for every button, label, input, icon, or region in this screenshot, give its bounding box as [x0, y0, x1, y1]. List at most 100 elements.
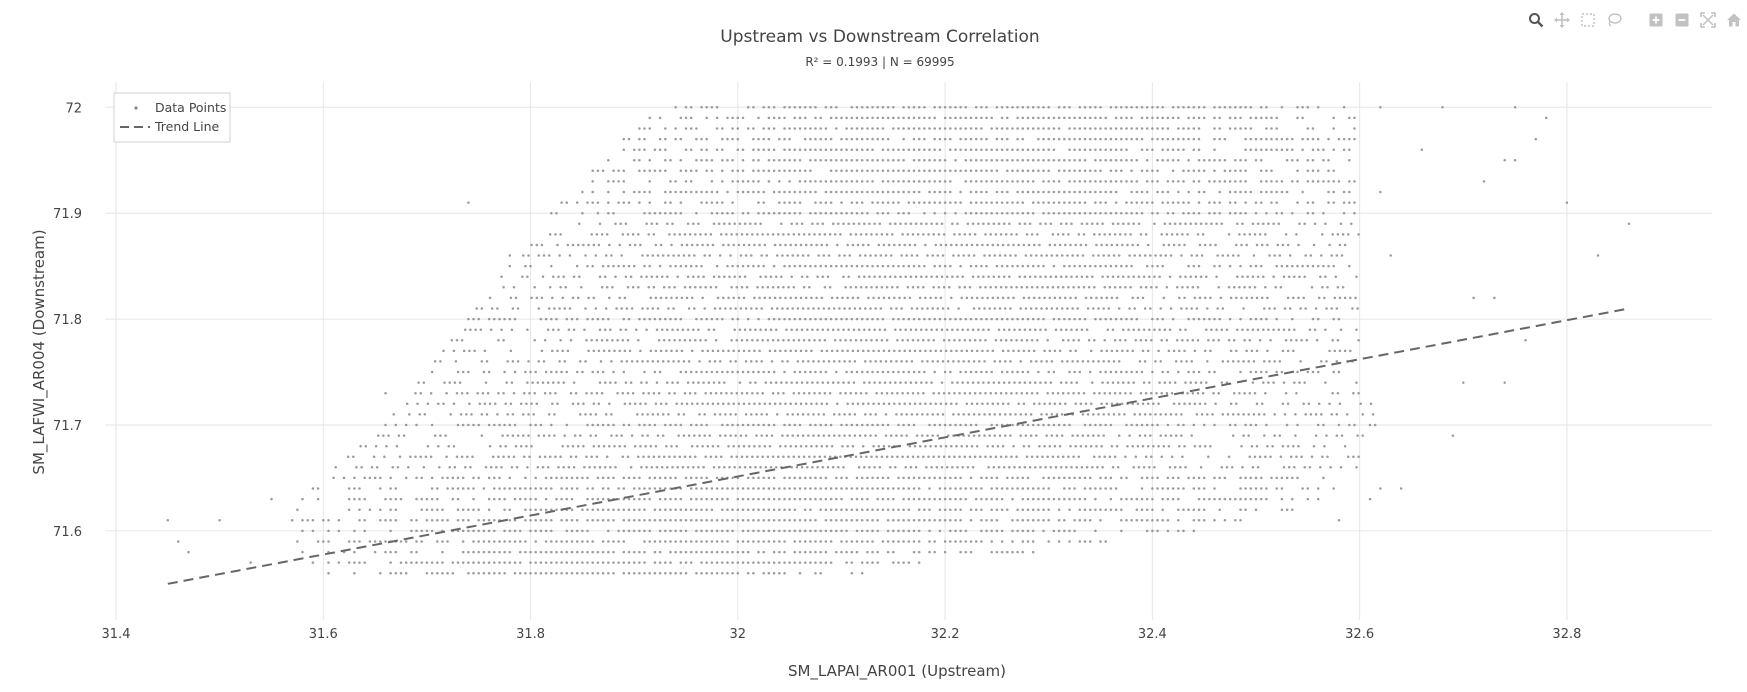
- data-point: [935, 222, 939, 226]
- data-point: [742, 296, 746, 300]
- data-point: [1232, 391, 1236, 395]
- data-point: [718, 254, 722, 257]
- data-point: [1239, 190, 1242, 194]
- data-point: [358, 561, 361, 564]
- data-point: [705, 169, 708, 173]
- data-point: [803, 487, 807, 490]
- data-point: [1203, 444, 1207, 448]
- data-point: [758, 296, 761, 300]
- data-point: [1125, 180, 1128, 183]
- data-point: [684, 370, 688, 374]
- data-point: [1083, 423, 1087, 427]
- data-point: [1001, 402, 1005, 406]
- data-point: [1103, 286, 1106, 289]
- data-point: [450, 339, 454, 342]
- data-point: [523, 455, 526, 458]
- data-point: [874, 360, 877, 363]
- data-point: [1101, 466, 1104, 469]
- data-point: [973, 391, 977, 395]
- data-point: [582, 444, 585, 448]
- data-point: [825, 243, 829, 247]
- data-point: [1239, 476, 1242, 480]
- data-point: [1192, 370, 1196, 374]
- data-point: [877, 444, 881, 448]
- data-point: [936, 360, 940, 363]
- data-point: [866, 158, 869, 162]
- data-point: [337, 561, 341, 564]
- data-point: [783, 317, 786, 321]
- data-point: [944, 402, 948, 406]
- data-point: [838, 360, 841, 363]
- data-point: [788, 476, 791, 480]
- data-point: [888, 466, 892, 469]
- data-point: [1308, 328, 1312, 331]
- data-point: [829, 169, 833, 173]
- data-point: [971, 328, 975, 331]
- data-point: [743, 328, 747, 331]
- data-point: [404, 561, 408, 564]
- data-point: [1251, 381, 1255, 384]
- data-point: [1156, 423, 1159, 427]
- data-point: [430, 561, 434, 564]
- data-point: [881, 370, 885, 374]
- data-point: [586, 497, 589, 501]
- data-point: [597, 444, 601, 448]
- data-point: [710, 519, 714, 522]
- data-point: [699, 233, 702, 236]
- data-point: [567, 466, 571, 469]
- data-point: [809, 487, 812, 490]
- data-point: [1184, 381, 1187, 384]
- data-point: [1171, 211, 1175, 215]
- data-point: [1141, 402, 1145, 406]
- data-point: [1282, 275, 1286, 278]
- data-point: [581, 540, 584, 543]
- data-point: [872, 444, 875, 448]
- data-point: [1197, 508, 1201, 511]
- data-point: [370, 466, 374, 469]
- data-point: [799, 349, 803, 353]
- data-point: [1197, 211, 1201, 215]
- data-point: [1154, 360, 1157, 363]
- data-point: [503, 423, 506, 427]
- data-point: [550, 540, 553, 543]
- data-point: [404, 476, 408, 480]
- data-point: [784, 296, 787, 300]
- data-point: [980, 519, 983, 522]
- data-point: [731, 508, 734, 511]
- data-point: [622, 508, 626, 511]
- data-point: [743, 222, 747, 226]
- data-point: [785, 381, 788, 384]
- data-point: [930, 275, 933, 278]
- data-point: [742, 349, 746, 353]
- data-point: [793, 497, 797, 501]
- data-point: [1150, 286, 1153, 289]
- data-point: [1120, 264, 1123, 268]
- data-point: [484, 466, 488, 469]
- data-point: [947, 391, 951, 395]
- data-point: [679, 211, 683, 215]
- data-point: [1078, 264, 1082, 268]
- data-point: [706, 243, 710, 247]
- data-point: [565, 519, 569, 522]
- data-point: [1011, 264, 1014, 268]
- data-point: [1343, 243, 1347, 247]
- data-point: [1016, 201, 1019, 204]
- data-point: [1280, 180, 1284, 183]
- data-point: [1049, 222, 1053, 226]
- data-point: [706, 444, 710, 448]
- data-point: [814, 476, 817, 480]
- data-point: [809, 180, 812, 183]
- data-point: [1281, 349, 1285, 353]
- data-point: [746, 211, 750, 215]
- data-point: [1150, 391, 1153, 395]
- data-point: [954, 508, 957, 511]
- data-point: [560, 201, 563, 204]
- data-point: [648, 571, 651, 575]
- data-point: [762, 508, 765, 511]
- data-point: [472, 317, 475, 321]
- data-point: [360, 466, 363, 469]
- data-point: [1337, 423, 1341, 427]
- data-point: [1111, 381, 1115, 384]
- data-point: [1103, 339, 1106, 342]
